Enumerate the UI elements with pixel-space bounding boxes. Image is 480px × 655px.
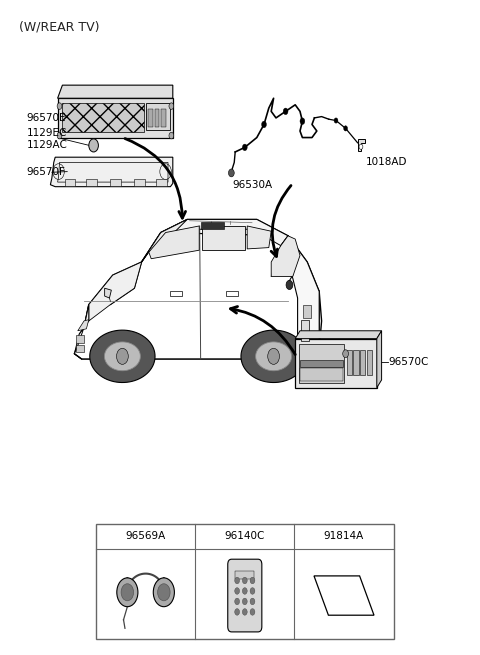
FancyBboxPatch shape (134, 179, 145, 186)
FancyBboxPatch shape (303, 305, 311, 318)
Text: 96530A: 96530A (233, 179, 273, 190)
Polygon shape (161, 219, 288, 246)
Polygon shape (358, 139, 365, 151)
Polygon shape (74, 219, 322, 359)
FancyBboxPatch shape (76, 335, 84, 343)
Circle shape (300, 118, 305, 124)
FancyBboxPatch shape (367, 350, 372, 375)
Polygon shape (58, 85, 173, 98)
FancyBboxPatch shape (360, 350, 365, 375)
Text: 1018AD: 1018AD (366, 157, 407, 168)
Polygon shape (149, 226, 199, 259)
FancyBboxPatch shape (156, 179, 167, 186)
Circle shape (169, 132, 174, 139)
FancyBboxPatch shape (86, 179, 97, 186)
Circle shape (157, 584, 170, 601)
Circle shape (268, 348, 279, 364)
FancyBboxPatch shape (96, 524, 394, 639)
Circle shape (121, 584, 133, 601)
Polygon shape (295, 331, 382, 339)
FancyBboxPatch shape (58, 98, 173, 138)
Polygon shape (202, 226, 245, 250)
Text: 1129AC: 1129AC (26, 140, 67, 150)
Circle shape (242, 588, 247, 594)
Circle shape (235, 577, 240, 584)
FancyBboxPatch shape (110, 179, 121, 186)
Polygon shape (105, 288, 111, 298)
Polygon shape (50, 157, 173, 187)
FancyBboxPatch shape (235, 571, 254, 579)
Circle shape (250, 577, 255, 584)
Circle shape (334, 118, 338, 123)
FancyBboxPatch shape (347, 350, 352, 375)
FancyBboxPatch shape (155, 109, 159, 127)
Circle shape (344, 126, 348, 131)
Polygon shape (74, 233, 319, 359)
Circle shape (235, 588, 240, 594)
Text: (W/REAR TV): (W/REAR TV) (19, 21, 100, 34)
Circle shape (117, 348, 128, 364)
FancyBboxPatch shape (295, 339, 377, 388)
FancyBboxPatch shape (353, 350, 359, 375)
Circle shape (57, 103, 62, 109)
FancyBboxPatch shape (301, 320, 309, 341)
Text: 96570C: 96570C (389, 356, 429, 367)
Circle shape (343, 350, 348, 358)
Circle shape (235, 608, 240, 615)
Text: 96570E: 96570E (26, 113, 66, 123)
Circle shape (283, 108, 288, 115)
Polygon shape (89, 262, 142, 321)
Circle shape (117, 578, 138, 607)
FancyBboxPatch shape (146, 103, 170, 130)
FancyBboxPatch shape (148, 109, 153, 127)
Polygon shape (377, 331, 382, 388)
Polygon shape (142, 219, 187, 262)
FancyBboxPatch shape (201, 222, 224, 229)
Circle shape (250, 588, 255, 594)
Circle shape (286, 280, 293, 290)
Text: 96569A: 96569A (125, 531, 166, 542)
Circle shape (169, 103, 174, 109)
Polygon shape (241, 330, 306, 383)
Polygon shape (314, 576, 374, 615)
Polygon shape (105, 342, 140, 371)
FancyBboxPatch shape (76, 345, 84, 352)
FancyBboxPatch shape (299, 344, 344, 383)
Circle shape (242, 598, 247, 605)
FancyBboxPatch shape (62, 103, 144, 132)
FancyBboxPatch shape (300, 360, 343, 367)
Polygon shape (256, 342, 291, 371)
Text: 91814A: 91814A (324, 531, 364, 542)
Circle shape (153, 578, 174, 607)
Polygon shape (271, 236, 300, 276)
Circle shape (262, 121, 266, 128)
FancyBboxPatch shape (161, 109, 166, 127)
Polygon shape (74, 305, 89, 354)
Polygon shape (281, 236, 319, 359)
FancyBboxPatch shape (300, 368, 343, 381)
Text: 1129EC: 1129EC (26, 128, 67, 138)
FancyBboxPatch shape (228, 559, 262, 632)
Circle shape (228, 169, 234, 177)
Circle shape (242, 144, 247, 151)
Circle shape (89, 139, 98, 152)
Circle shape (242, 577, 247, 584)
Circle shape (250, 608, 255, 615)
Circle shape (359, 144, 363, 149)
Circle shape (57, 132, 62, 139)
Polygon shape (90, 330, 155, 383)
FancyBboxPatch shape (65, 179, 75, 186)
Polygon shape (247, 226, 271, 249)
Text: 96570F: 96570F (26, 167, 65, 178)
Circle shape (235, 598, 240, 605)
FancyBboxPatch shape (170, 291, 182, 296)
Text: 96140C: 96140C (225, 531, 265, 542)
FancyBboxPatch shape (226, 291, 238, 296)
Circle shape (250, 598, 255, 605)
Circle shape (242, 608, 247, 615)
Polygon shape (78, 320, 89, 331)
